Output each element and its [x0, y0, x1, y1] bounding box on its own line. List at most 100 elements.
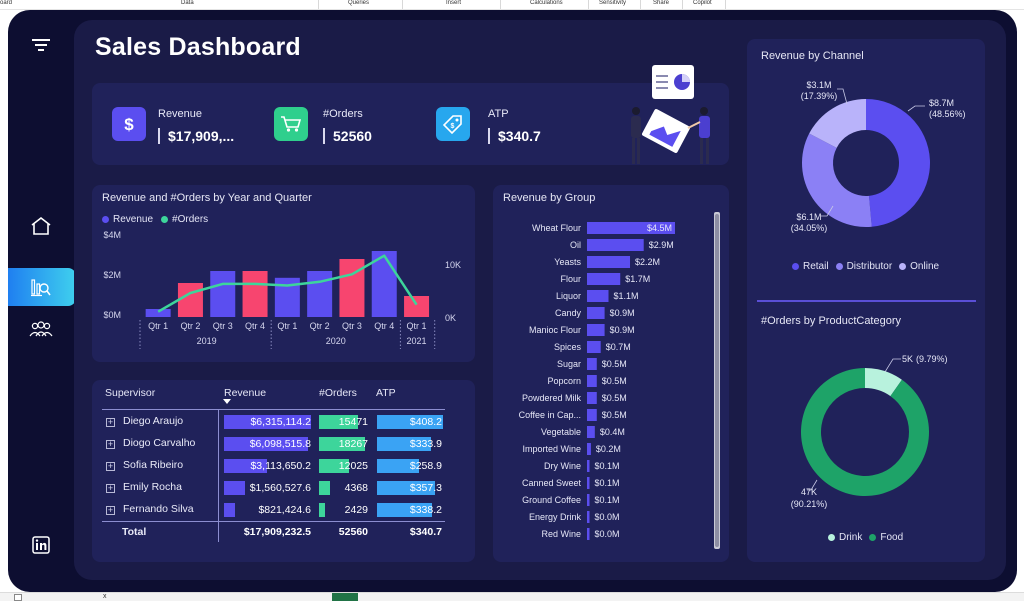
donut-value-label: 5K [902, 354, 913, 364]
group-bar[interactable] [587, 426, 595, 438]
group-bar[interactable] [587, 477, 590, 489]
legend-label: Food [880, 532, 904, 543]
svg-text:$: $ [124, 115, 134, 134]
users-icon[interactable] [28, 317, 54, 341]
col-header-atp[interactable]: ATP [376, 387, 396, 399]
expand-row-icon[interactable]: + [106, 439, 115, 449]
group-data-label: $4.5M [647, 223, 672, 233]
linkedin-icon[interactable] [30, 534, 52, 556]
orders-cell: 2429 [344, 504, 368, 516]
group-bar[interactable] [587, 392, 597, 404]
ribbon-tab[interactable]: Share [653, 0, 670, 6]
legend-label: Revenue [113, 214, 154, 225]
group-data-label: $0.0M [595, 512, 620, 522]
combo-chart-title: Revenue and #Orders by Year and Quarter [102, 192, 312, 204]
col-header-revenue[interactable]: Revenue [224, 387, 267, 399]
analytics-icon[interactable] [28, 275, 54, 299]
revenue-cell: $6,098,515.8 [249, 438, 311, 450]
ribbon-tab[interactable]: Copilot [693, 0, 712, 6]
revenue-bar[interactable] [371, 251, 397, 317]
expand-row-icon[interactable]: + [106, 417, 115, 427]
combo-chart-legend[interactable]: Revenue #Orders [102, 214, 208, 225]
donut-value-label: $6.1M [796, 212, 821, 222]
revenue-cell: $1,560,527.6 [249, 482, 311, 494]
expand-row-icon[interactable]: + [106, 505, 115, 515]
group-data-label: $0.9M [610, 325, 635, 335]
scrollbar-thumb[interactable] [715, 214, 719, 547]
channel-legend[interactable]: Retail Distributor Online [792, 261, 939, 272]
group-chart-scrollbar[interactable] [714, 212, 720, 549]
orders-line[interactable] [157, 254, 418, 313]
category-legend[interactable]: Drink Food [828, 532, 903, 543]
close-icon[interactable]: x [103, 593, 107, 600]
group-bar[interactable] [587, 341, 601, 353]
y-axis-tick-label: $4M [103, 230, 121, 240]
ribbon-tab[interactable]: oard [0, 0, 13, 6]
orders-cell: 12025 [338, 460, 368, 472]
x-axis-tick-label: Qtr 3 [342, 321, 362, 331]
col-header-supervisor[interactable]: Supervisor [105, 387, 156, 399]
revenue-bar[interactable] [339, 259, 365, 317]
x-axis-tick-label: Qtr 2 [180, 321, 200, 331]
ribbon-separator [500, 0, 501, 9]
group-category-label: Yeasts [554, 257, 581, 267]
select-all-checkbox[interactable] [14, 594, 22, 601]
ribbon-tab[interactable]: Sensitivity [599, 0, 627, 6]
ribbon-tab[interactable]: Calculations [530, 0, 563, 6]
group-bar[interactable] [587, 256, 631, 268]
group-bar[interactable] [587, 511, 590, 523]
group-data-label: $1.1M [614, 291, 639, 301]
group-bar[interactable] [587, 239, 644, 251]
group-category-label: Imported Wine [522, 444, 581, 454]
home-icon[interactable] [28, 214, 54, 238]
revenue-bar[interactable] [242, 271, 268, 317]
group-bar[interactable] [587, 307, 605, 319]
donut-slice[interactable] [809, 99, 866, 148]
donut-leader-line [837, 88, 848, 105]
group-bar[interactable] [587, 273, 621, 285]
donut-slice[interactable] [802, 133, 872, 227]
group-bar[interactable] [587, 375, 597, 387]
menu-icon[interactable] [30, 36, 52, 54]
group-category-label: Candy [555, 308, 582, 318]
revenue-bar[interactable] [307, 271, 333, 317]
col-header-orders[interactable]: #Orders [319, 387, 357, 399]
group-bar[interactable] [587, 443, 591, 455]
ribbon-tab[interactable]: Insert [446, 0, 462, 6]
revenue-bar[interactable] [177, 283, 203, 317]
group-data-label: $0.9M [610, 308, 635, 318]
orders-databar [319, 437, 365, 451]
sort-desc-icon[interactable] [223, 399, 231, 405]
group-bar[interactable] [587, 290, 609, 302]
expand-row-icon[interactable]: + [106, 483, 115, 493]
donut-pct-label: (90.21%) [791, 499, 828, 509]
group-bar[interactable] [587, 460, 590, 472]
active-sheet-indicator[interactable] [332, 593, 358, 601]
group-bar[interactable] [587, 494, 590, 506]
orders-databar [319, 415, 358, 429]
group-category-label: Coffee in Cap... [519, 410, 581, 420]
group-bar[interactable] [587, 358, 597, 370]
revenue-bar[interactable] [145, 309, 171, 317]
donut-slice[interactable] [865, 368, 902, 397]
revenue-bar[interactable] [210, 271, 236, 317]
group-data-label: $0.7M [606, 342, 631, 352]
group-bar[interactable] [587, 528, 590, 540]
table-total-label: Total [122, 526, 147, 538]
donut-slice[interactable] [866, 99, 930, 227]
combo-chart: $4M $2M $0M 10K 0K Qtr 1 Qtr 2 Qtr 3 Qtr 4 Qtr 1 Q… [103, 230, 461, 349]
expand-row-icon[interactable]: + [106, 461, 115, 471]
donut-slice[interactable] [801, 368, 929, 496]
donut-value-label: $3.1M [806, 80, 831, 90]
group-bar[interactable] [587, 324, 605, 336]
legend-label: Retail [803, 261, 829, 272]
revenue-bar[interactable] [404, 296, 430, 317]
group-bar[interactable] [587, 409, 597, 421]
ribbon-tab[interactable]: Queries [348, 0, 370, 6]
table-total-orders: 52560 [338, 526, 368, 538]
ribbon-tab[interactable]: Data [181, 0, 194, 6]
ribbon-separator [640, 0, 641, 9]
dollar-icon: $ [112, 107, 146, 141]
group-bar[interactable] [587, 222, 675, 234]
group-category-label: Energy Drink [529, 512, 582, 522]
